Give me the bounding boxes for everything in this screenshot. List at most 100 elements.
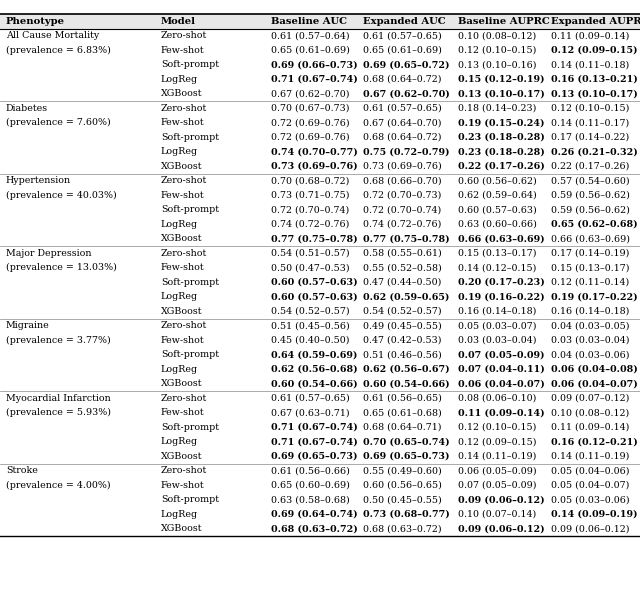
Text: 0.61 (0.57–0.65): 0.61 (0.57–0.65) bbox=[363, 104, 442, 112]
Text: 0.04 (0.03–0.05): 0.04 (0.03–0.05) bbox=[551, 321, 629, 330]
Text: 0.62 (0.59–0.65): 0.62 (0.59–0.65) bbox=[363, 292, 449, 301]
Text: 0.72 (0.69–0.76): 0.72 (0.69–0.76) bbox=[271, 118, 350, 127]
Text: XGBoost: XGBoost bbox=[161, 162, 202, 171]
Text: 0.63 (0.60–0.66): 0.63 (0.60–0.66) bbox=[458, 220, 537, 229]
Text: Soft-prompt: Soft-prompt bbox=[161, 350, 219, 359]
Text: 0.13 (0.10–0.16): 0.13 (0.10–0.16) bbox=[458, 60, 536, 70]
Text: XGBoost: XGBoost bbox=[161, 307, 202, 316]
Text: 0.72 (0.69–0.76): 0.72 (0.69–0.76) bbox=[271, 133, 350, 142]
Text: 0.61 (0.57–0.65): 0.61 (0.57–0.65) bbox=[271, 394, 350, 403]
Text: Baseline AUPRC: Baseline AUPRC bbox=[458, 16, 550, 26]
Text: 0.26 (0.21–0.32): 0.26 (0.21–0.32) bbox=[551, 147, 637, 156]
Text: Baseline AUC: Baseline AUC bbox=[271, 16, 348, 26]
Bar bbox=[0, 14, 640, 28]
Text: 0.09 (0.07–0.12): 0.09 (0.07–0.12) bbox=[551, 394, 629, 403]
Text: (prevalence = 6.83%): (prevalence = 6.83%) bbox=[6, 46, 111, 55]
Text: 0.70 (0.65–0.74): 0.70 (0.65–0.74) bbox=[363, 437, 450, 446]
Text: 0.64 (0.59–0.69): 0.64 (0.59–0.69) bbox=[271, 350, 358, 359]
Text: 0.11 (0.09–0.14): 0.11 (0.09–0.14) bbox=[458, 408, 545, 417]
Text: 0.69 (0.65–0.73): 0.69 (0.65–0.73) bbox=[363, 452, 449, 461]
Text: 0.22 (0.17–0.26): 0.22 (0.17–0.26) bbox=[551, 162, 629, 171]
Text: 0.50 (0.47–0.53): 0.50 (0.47–0.53) bbox=[271, 263, 350, 272]
Text: 0.06 (0.05–0.09): 0.06 (0.05–0.09) bbox=[458, 466, 536, 475]
Text: 0.51 (0.46–0.56): 0.51 (0.46–0.56) bbox=[363, 350, 442, 359]
Text: 0.12 (0.09–0.15): 0.12 (0.09–0.15) bbox=[458, 437, 536, 446]
Text: Zero-shot: Zero-shot bbox=[161, 31, 207, 40]
Text: 0.54 (0.52–0.57): 0.54 (0.52–0.57) bbox=[271, 307, 350, 316]
Text: 0.54 (0.52–0.57): 0.54 (0.52–0.57) bbox=[363, 307, 442, 316]
Text: 0.60 (0.54–0.66): 0.60 (0.54–0.66) bbox=[271, 379, 358, 388]
Text: 0.15 (0.13–0.17): 0.15 (0.13–0.17) bbox=[458, 249, 536, 258]
Text: Zero-shot: Zero-shot bbox=[161, 394, 207, 403]
Text: 0.05 (0.04–0.07): 0.05 (0.04–0.07) bbox=[551, 481, 629, 489]
Text: 0.71 (0.67–0.74): 0.71 (0.67–0.74) bbox=[271, 437, 358, 446]
Text: 0.63 (0.58–0.68): 0.63 (0.58–0.68) bbox=[271, 495, 350, 504]
Text: 0.74 (0.72–0.76): 0.74 (0.72–0.76) bbox=[271, 220, 350, 229]
Text: 0.62 (0.59–0.64): 0.62 (0.59–0.64) bbox=[458, 191, 536, 200]
Text: XGBoost: XGBoost bbox=[161, 452, 202, 461]
Text: 0.51 (0.45–0.56): 0.51 (0.45–0.56) bbox=[271, 321, 350, 330]
Text: 0.67 (0.62–0.70): 0.67 (0.62–0.70) bbox=[363, 90, 450, 98]
Text: LogReg: LogReg bbox=[161, 365, 198, 374]
Text: 0.23 (0.18–0.28): 0.23 (0.18–0.28) bbox=[458, 147, 545, 156]
Text: 0.12 (0.10–0.15): 0.12 (0.10–0.15) bbox=[458, 46, 536, 55]
Text: 0.67 (0.63–0.71): 0.67 (0.63–0.71) bbox=[271, 408, 350, 417]
Text: 0.69 (0.64–0.74): 0.69 (0.64–0.74) bbox=[271, 509, 358, 519]
Text: 0.12 (0.10–0.15): 0.12 (0.10–0.15) bbox=[551, 104, 629, 112]
Text: 0.72 (0.70–0.73): 0.72 (0.70–0.73) bbox=[363, 191, 442, 200]
Text: 0.72 (0.70–0.74): 0.72 (0.70–0.74) bbox=[271, 205, 349, 214]
Text: Soft-prompt: Soft-prompt bbox=[161, 60, 219, 70]
Text: 0.12 (0.11–0.14): 0.12 (0.11–0.14) bbox=[551, 278, 629, 287]
Text: 0.71 (0.67–0.74): 0.71 (0.67–0.74) bbox=[271, 75, 358, 84]
Text: 0.65 (0.61–0.69): 0.65 (0.61–0.69) bbox=[363, 46, 442, 55]
Text: Zero-shot: Zero-shot bbox=[161, 321, 207, 330]
Text: Zero-shot: Zero-shot bbox=[161, 249, 207, 258]
Text: 0.68 (0.63–0.72): 0.68 (0.63–0.72) bbox=[363, 524, 442, 533]
Text: 0.65 (0.62–0.68): 0.65 (0.62–0.68) bbox=[551, 220, 637, 229]
Text: 0.73 (0.69–0.76): 0.73 (0.69–0.76) bbox=[271, 162, 358, 171]
Text: 0.68 (0.64–0.71): 0.68 (0.64–0.71) bbox=[363, 423, 442, 432]
Text: 0.04 (0.03–0.06): 0.04 (0.03–0.06) bbox=[551, 350, 629, 359]
Text: Migraine: Migraine bbox=[6, 321, 50, 330]
Text: 0.03 (0.03–0.04): 0.03 (0.03–0.04) bbox=[551, 336, 629, 345]
Text: Hypertension: Hypertension bbox=[6, 176, 71, 186]
Text: 0.60 (0.57–0.63): 0.60 (0.57–0.63) bbox=[271, 292, 358, 301]
Text: Few-shot: Few-shot bbox=[161, 46, 204, 55]
Text: 0.18 (0.14–0.23): 0.18 (0.14–0.23) bbox=[458, 104, 536, 112]
Text: Soft-prompt: Soft-prompt bbox=[161, 495, 219, 504]
Text: 0.69 (0.66–0.73): 0.69 (0.66–0.73) bbox=[271, 60, 358, 70]
Text: Soft-prompt: Soft-prompt bbox=[161, 205, 219, 214]
Text: (prevalence = 4.00%): (prevalence = 4.00%) bbox=[6, 481, 111, 490]
Text: 0.19 (0.17–0.22): 0.19 (0.17–0.22) bbox=[551, 292, 637, 301]
Text: XGBoost: XGBoost bbox=[161, 524, 202, 533]
Text: 0.16 (0.14–0.18): 0.16 (0.14–0.18) bbox=[458, 307, 536, 316]
Text: 0.61 (0.57–0.65): 0.61 (0.57–0.65) bbox=[363, 31, 442, 40]
Text: 0.74 (0.72–0.76): 0.74 (0.72–0.76) bbox=[363, 220, 442, 229]
Text: Expanded AUC: Expanded AUC bbox=[363, 16, 445, 26]
Text: 0.17 (0.14–0.22): 0.17 (0.14–0.22) bbox=[551, 133, 629, 142]
Text: 0.68 (0.64–0.72): 0.68 (0.64–0.72) bbox=[363, 133, 442, 142]
Text: 0.15 (0.12–0.19): 0.15 (0.12–0.19) bbox=[458, 75, 545, 84]
Text: 0.73 (0.69–0.76): 0.73 (0.69–0.76) bbox=[363, 162, 442, 171]
Text: 0.19 (0.15–0.24): 0.19 (0.15–0.24) bbox=[458, 118, 545, 127]
Text: 0.65 (0.61–0.69): 0.65 (0.61–0.69) bbox=[271, 46, 350, 55]
Text: 0.08 (0.06–0.10): 0.08 (0.06–0.10) bbox=[458, 394, 536, 403]
Text: Zero-shot: Zero-shot bbox=[161, 176, 207, 186]
Text: 0.71 (0.67–0.74): 0.71 (0.67–0.74) bbox=[271, 423, 358, 432]
Text: 0.73 (0.71–0.75): 0.73 (0.71–0.75) bbox=[271, 191, 350, 200]
Text: (prevalence = 3.77%): (prevalence = 3.77%) bbox=[6, 336, 111, 345]
Text: Zero-shot: Zero-shot bbox=[161, 104, 207, 112]
Text: 0.05 (0.04–0.06): 0.05 (0.04–0.06) bbox=[551, 466, 629, 475]
Text: 0.23 (0.18–0.28): 0.23 (0.18–0.28) bbox=[458, 133, 545, 142]
Text: 0.58 (0.55–0.61): 0.58 (0.55–0.61) bbox=[363, 249, 442, 258]
Text: 0.60 (0.56–0.62): 0.60 (0.56–0.62) bbox=[458, 176, 536, 186]
Text: 0.59 (0.56–0.62): 0.59 (0.56–0.62) bbox=[551, 191, 630, 200]
Text: 0.09 (0.06–0.12): 0.09 (0.06–0.12) bbox=[458, 495, 545, 504]
Text: 0.06 (0.04–0.08): 0.06 (0.04–0.08) bbox=[551, 365, 637, 374]
Text: XGBoost: XGBoost bbox=[161, 90, 202, 98]
Text: Expanded AUPRC: Expanded AUPRC bbox=[551, 16, 640, 26]
Text: 0.47 (0.42–0.53): 0.47 (0.42–0.53) bbox=[363, 336, 442, 345]
Text: 0.47 (0.44–0.50): 0.47 (0.44–0.50) bbox=[363, 278, 442, 287]
Text: 0.69 (0.65–0.72): 0.69 (0.65–0.72) bbox=[363, 60, 449, 70]
Text: 0.66 (0.63–0.69): 0.66 (0.63–0.69) bbox=[458, 234, 545, 243]
